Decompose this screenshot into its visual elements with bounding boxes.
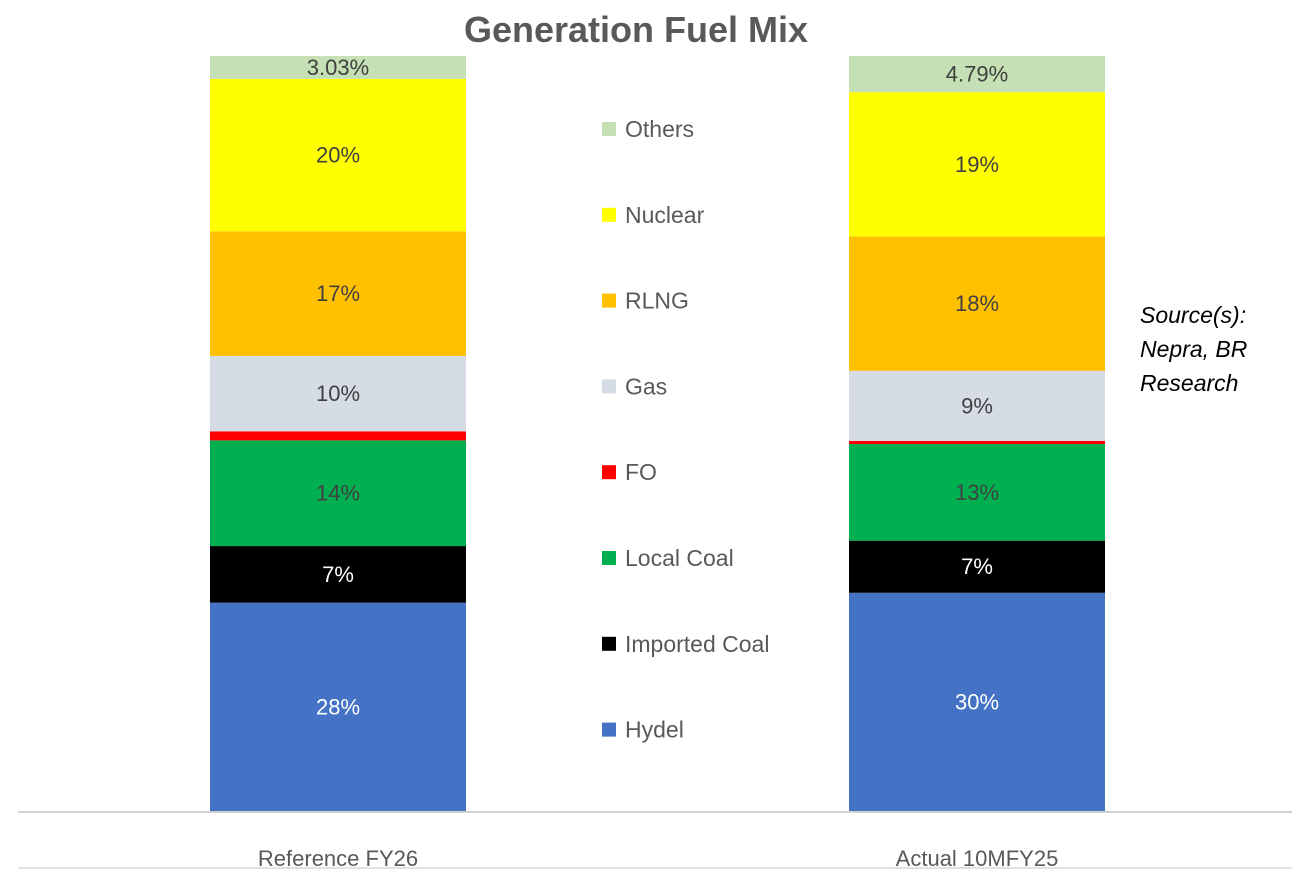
data-label-nuclear-reference-fy26: 20% [316,143,360,168]
bar-segment-nuclear-actual-10mfy25 [849,92,1105,237]
source-line-2: Nepra, BR [1140,336,1247,362]
legend-swatch-nuclear [602,207,616,222]
legend-label-hydel: Hydel [625,717,684,743]
data-label-gas-actual-10mfy25: 9% [961,393,993,418]
chart-title: Generation Fuel Mix [464,9,808,50]
legend-swatch-imported-coal [602,636,616,651]
data-label-hydel-actual-10mfy25: 30% [955,689,999,714]
bar-segment-rlng-actual-10mfy25 [849,236,1105,371]
source-note: Source(s): Nepra, BR Research [1140,302,1254,396]
data-label-rlng-reference-fy26: 17% [316,281,360,306]
legend-swatch-gas [602,379,616,394]
data-label-hydel-reference-fy26: 28% [316,694,360,719]
legend-swatch-rlng [602,293,616,308]
legend-label-rlng: RLNG [625,288,689,314]
data-label-local-coal-actual-10mfy25: 13% [955,480,999,505]
bar-segment-others-actual-10mfy25 [849,56,1105,93]
legend-swatch-fo [602,465,616,480]
bar-segment-gas-actual-10mfy25 [849,370,1105,442]
source-line-1: Source(s): [1140,302,1246,328]
data-label-imported-coal-reference-fy26: 7% [322,562,354,587]
category-label-reference-fy26: Reference FY26 [258,846,418,870]
bar-segment-local-coal-actual-10mfy25 [849,444,1105,541]
data-label-gas-reference-fy26: 10% [316,381,360,406]
category-labels: Reference FY26 Actual 10MFY25 [258,846,1058,870]
category-label-actual-10mfy25: Actual 10MFY25 [896,846,1059,870]
legend-label-gas: Gas [625,373,667,399]
bars-group: 28% 7% 14% 10% 17% 20% 3.03% 30% 7% 13% 9% 18% 19% 4.… [210,55,1105,811]
bar-segment-local-coal-reference-fy26 [210,440,466,547]
bar-segment-hydel-actual-10mfy25 [849,592,1105,811]
bar-segment-fo-reference-fy26 [210,431,466,441]
bar-segment-others-reference-fy26 [210,56,466,79]
legend-swatch-hydel [602,722,616,737]
legend-label-nuclear: Nuclear [625,202,705,228]
bar-segment-imported-coal-reference-fy26 [210,546,466,603]
legend-label-others: Others [625,116,694,142]
legend: Others Nuclear RLNG Gas FO Local Coal Imported… [602,116,769,743]
bar-segment-fo-actual-10mfy25 [849,441,1105,445]
legend-swatch-local-coal [602,551,616,565]
bar-segment-gas-reference-fy26 [210,355,466,432]
data-label-local-coal-reference-fy26: 14% [316,481,360,506]
bar-segment-hydel-reference-fy26 [210,602,466,811]
bar-segment-imported-coal-actual-10mfy25 [849,540,1105,593]
legend-label-local-coal: Local Coal [625,545,734,571]
legend-label-imported-coal: Imported Coal [625,631,769,657]
bar-segment-rlng-reference-fy26 [210,231,466,356]
bar-segment-nuclear-reference-fy26 [210,78,466,232]
data-label-others-reference-fy26: 3.03% [307,55,369,80]
data-label-rlng-actual-10mfy25: 18% [955,291,999,316]
data-label-imported-coal-actual-10mfy25: 7% [961,554,993,579]
legend-swatch-others [602,122,616,136]
source-line-3: Research [1140,370,1238,396]
data-label-nuclear-actual-10mfy25: 19% [955,152,999,177]
data-label-others-actual-10mfy25: 4.79% [946,62,1008,87]
legend-label-fo: FO [625,459,657,485]
